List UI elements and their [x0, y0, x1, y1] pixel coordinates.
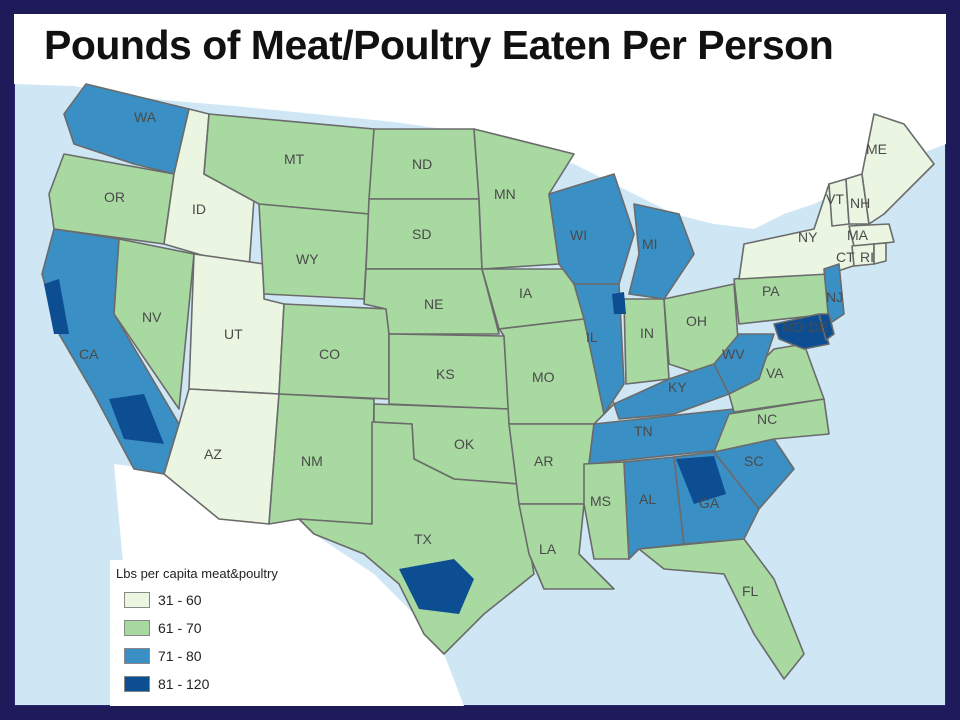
legend-label: 81 - 120	[158, 676, 210, 692]
legend-item-81-120: 81 - 120	[124, 674, 209, 694]
state-IN	[623, 298, 670, 385]
legend-label: 71 - 80	[158, 648, 202, 664]
label-NC: NC	[757, 411, 777, 427]
label-WI: WI	[570, 227, 587, 243]
label-MO: MO	[532, 369, 555, 385]
map-title: Pounds of Meat/Poultry Eaten Per Person	[44, 22, 834, 68]
label-AL: AL	[639, 491, 656, 507]
label-ME: ME	[866, 141, 887, 157]
label-IL: IL	[586, 329, 598, 345]
legend-item-31-60: 31 - 60	[124, 590, 202, 610]
hotspot-southern-california	[109, 394, 164, 444]
label-MD: MD	[782, 319, 804, 335]
legend-swatch	[124, 620, 150, 636]
label-IN: IN	[640, 325, 654, 341]
label-RI: RI	[860, 249, 874, 265]
label-NM: NM	[301, 453, 323, 469]
legend-swatch	[124, 648, 150, 664]
label-MA: MA	[847, 227, 869, 243]
label-NV: NV	[142, 309, 162, 325]
label-ND: ND	[412, 156, 432, 172]
state-OR	[48, 153, 175, 245]
hotspot-georgia-core	[676, 456, 726, 504]
label-SC: SC	[744, 453, 763, 469]
label-NE: NE	[424, 296, 443, 312]
label-MN: MN	[494, 186, 516, 202]
label-FL: FL	[742, 583, 759, 599]
label-VT: VT	[826, 191, 844, 207]
state-FL	[638, 538, 805, 680]
label-SD: SD	[412, 226, 431, 242]
label-GA: GA	[699, 495, 720, 511]
legend-label: 61 - 70	[158, 620, 202, 636]
choropleth-map: WA OR CA ID NV UT AZ MT WY CO NM ND SD N…	[14, 14, 946, 706]
state-MD	[773, 313, 830, 350]
label-OH: OH	[686, 313, 707, 329]
hotspot-chicago	[612, 292, 626, 314]
label-OK: OK	[454, 436, 475, 452]
label-AZ: AZ	[204, 446, 222, 462]
label-TX: TX	[414, 531, 433, 547]
label-CA: CA	[79, 346, 99, 362]
hotspot-south-texas	[399, 559, 474, 614]
state-MS	[583, 461, 630, 560]
label-TN: TN	[634, 423, 653, 439]
label-NH: NH	[850, 195, 870, 211]
label-KY: KY	[668, 379, 687, 395]
state-TX	[298, 421, 535, 655]
state-WI	[548, 173, 635, 285]
label-WA: WA	[134, 109, 157, 125]
state-MI	[628, 203, 695, 300]
label-ID: ID	[192, 201, 206, 217]
label-LA: LA	[539, 541, 557, 557]
label-MT: MT	[284, 151, 305, 167]
state-DE	[818, 313, 835, 341]
label-IA: IA	[519, 285, 533, 301]
state-NJ	[823, 263, 845, 325]
hotspot-northern-california-coast	[44, 279, 69, 334]
label-NY: NY	[798, 229, 818, 245]
label-MS: MS	[590, 493, 611, 509]
label-OR: OR	[104, 189, 125, 205]
label-MI: MI	[642, 236, 658, 252]
label-WY: WY	[296, 251, 319, 267]
label-CT: CT	[836, 249, 855, 265]
state-RI	[873, 242, 887, 265]
state-NV	[113, 238, 195, 410]
label-VA: VA	[766, 365, 784, 381]
legend: Lbs per capita meat&poultry 31 - 60 61 -…	[110, 560, 330, 706]
canada-landmass	[14, 14, 946, 229]
map-frame: WA OR CA ID NV UT AZ MT WY CO NM ND SD N…	[14, 14, 946, 706]
state-ME	[861, 113, 935, 225]
label-DE: DE	[809, 319, 828, 335]
label-PA: PA	[762, 283, 780, 299]
legend-title: Lbs per capita meat&poultry	[116, 566, 278, 581]
state-MA	[848, 223, 895, 247]
state-WV	[713, 333, 775, 395]
label-AR: AR	[534, 453, 553, 469]
legend-item-71-80: 71 - 80	[124, 646, 202, 666]
legend-label: 31 - 60	[158, 592, 202, 608]
label-CO: CO	[319, 346, 340, 362]
label-NJ: NJ	[826, 289, 843, 305]
legend-swatch	[124, 676, 150, 692]
label-KS: KS	[436, 366, 455, 382]
legend-item-61-70: 61 - 70	[124, 618, 202, 638]
label-UT: UT	[224, 326, 243, 342]
label-WV: WV	[722, 346, 745, 362]
legend-swatch	[124, 592, 150, 608]
state-IL	[573, 283, 625, 415]
